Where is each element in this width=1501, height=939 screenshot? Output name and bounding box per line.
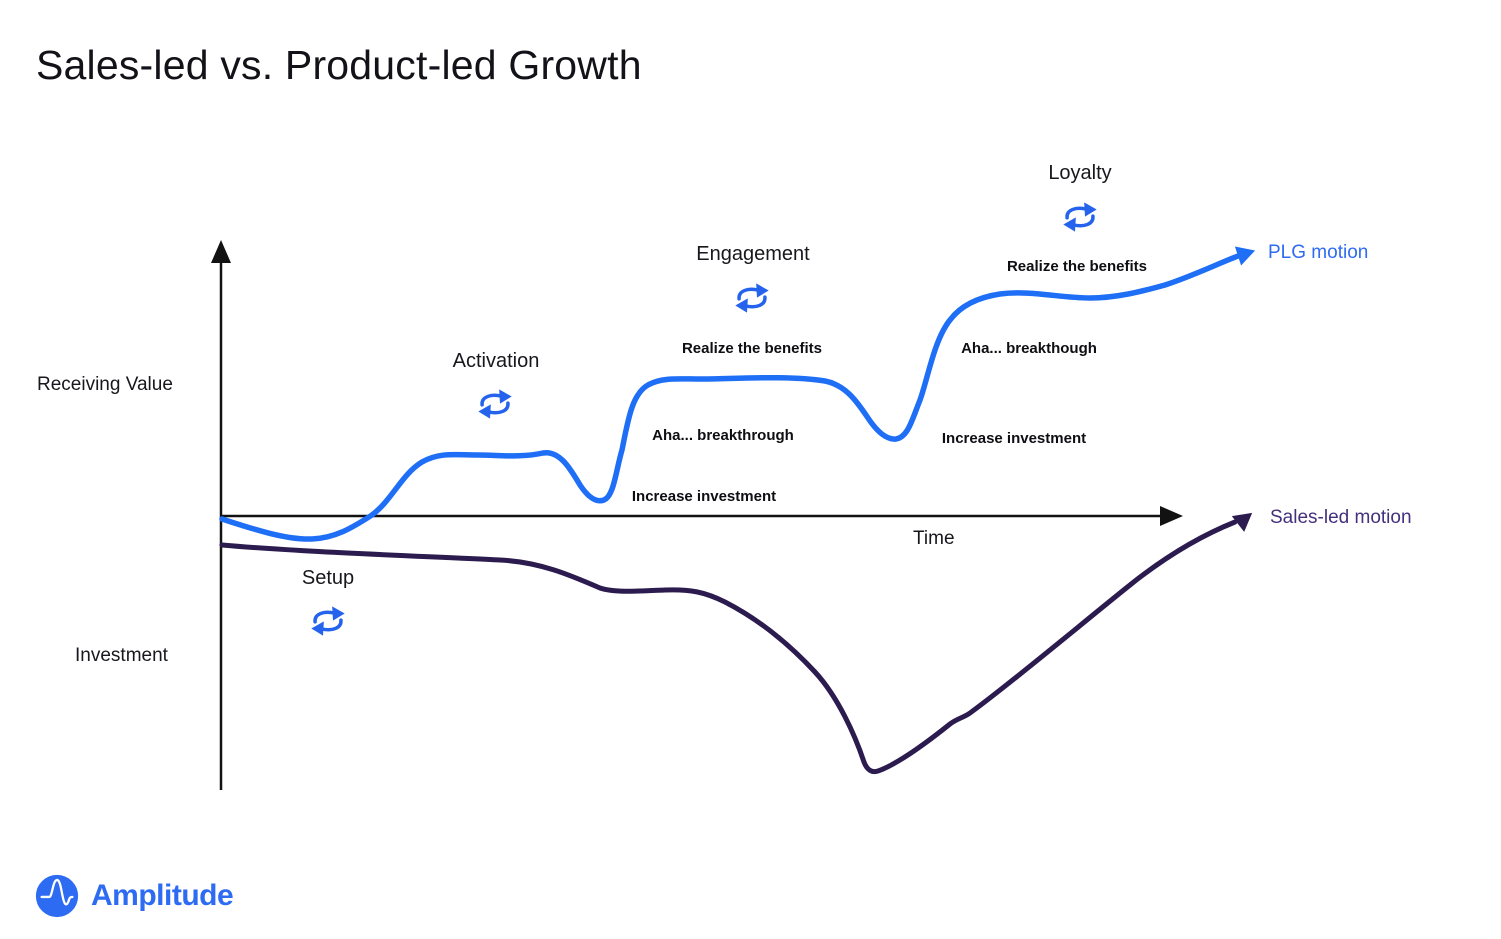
plg-arrow-icon [1234, 246, 1256, 266]
sales-led-motion-label: Sales-led motion [1270, 507, 1412, 528]
plg-curve [219, 246, 1256, 542]
annotation-realize-benefits-1: Realize the benefits [681, 340, 823, 357]
amplitude-logo-text: Amplitude [91, 879, 234, 912]
plg-motion-label: PLG motion [1268, 242, 1369, 263]
annotation-realize-benefits-2: Realize the benefits [1006, 258, 1148, 275]
y-axis-bottom-label: Investment [75, 645, 168, 666]
stage-label-loyalty: Loyalty [1048, 162, 1112, 184]
cycle-icon [475, 388, 515, 420]
x-axis [221, 506, 1183, 526]
annotation-increase-investment-1: Increase investment [631, 488, 777, 505]
sales-led-arrow-icon [1231, 512, 1253, 532]
annotation-aha-breakthrough-2: Aha... breakthough [961, 340, 1097, 357]
x-axis-arrow-icon [1160, 506, 1183, 526]
amplitude-logo: Amplitude [33, 872, 234, 920]
page-title: Sales-led vs. Product-led Growth [36, 42, 642, 88]
cycle-icon [1060, 201, 1100, 233]
cycle-icon [732, 282, 772, 314]
stage-label-activation: Activation [452, 350, 540, 372]
sales-led-curve [219, 512, 1253, 775]
annotation-aha-breakthrough-1: Aha... breakthrough [652, 427, 794, 444]
cycle-icon [308, 605, 348, 637]
y-axis-arrow-icon [211, 240, 231, 263]
y-axis-top-label: Receiving Value [37, 374, 173, 395]
x-axis-label: Time [913, 528, 955, 549]
amplitude-wave-icon [35, 874, 79, 918]
annotation-increase-investment-2: Increase investment [941, 430, 1087, 447]
stage-label-engagement: Engagement [696, 243, 810, 265]
stage-label-setup: Setup [301, 567, 355, 589]
